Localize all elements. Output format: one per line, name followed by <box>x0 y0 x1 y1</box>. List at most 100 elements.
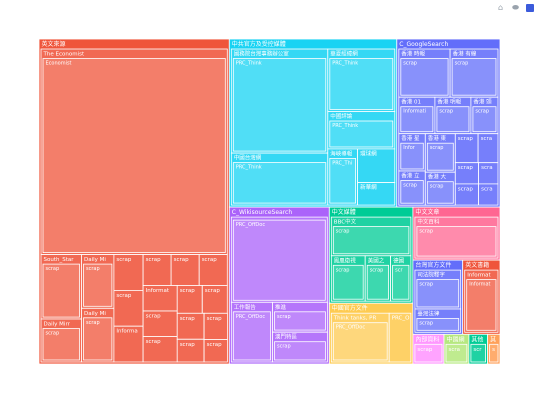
treemap-label-4-3-0: scr <box>395 267 403 273</box>
treemap-label-1-2: 華夏經緯網 <box>330 50 358 58</box>
treemap-label-2-4: 香港 頭 <box>473 98 492 106</box>
treemap-label-6-0-0: scrap <box>419 229 433 235</box>
treemap-tile-4-3-0[interactable] <box>392 264 410 300</box>
treemap-tile-6-0-0[interactable] <box>416 226 497 257</box>
treemap-tile-0-4-0[interactable] <box>83 317 113 361</box>
treemap-label-10: 中國網 <box>447 335 465 343</box>
treemap-tile-11-0[interactable] <box>470 343 486 363</box>
treemap-label-1-5: 環球網 <box>360 149 377 157</box>
treemap-tile-3-3-0[interactable] <box>274 341 326 361</box>
treemap-label-4-1: 鳳凰衛視 <box>334 256 357 264</box>
treemap-tile-5-0-0[interactable] <box>332 322 388 361</box>
treemap-tile-9-0[interactable] <box>414 343 443 363</box>
treemap-label-7-0-0: scrap <box>419 282 433 288</box>
treemap-label-0-15: scrap <box>205 288 221 294</box>
treemap-label-0-0-0: Economist <box>46 61 72 67</box>
treemap-tile-2-8-0[interactable] <box>426 181 454 204</box>
treemap-tile-7-1-0[interactable] <box>416 318 460 331</box>
treemap-label-0-10: scrap <box>202 257 218 263</box>
treemap-label-8-0: Informat <box>467 273 491 279</box>
treemap-tile-4-1-0[interactable] <box>332 264 364 300</box>
treemap-tile-3-1-0[interactable] <box>232 311 271 361</box>
treemap-label-0-3: Daily Mi <box>84 257 106 263</box>
treemap-tile-0-19[interactable] <box>203 339 228 363</box>
treemap-label-0-14: scrap <box>180 288 196 294</box>
treemap-tile-5-1[interactable] <box>388 312 412 363</box>
treemap-label-0-1: South_Star <box>44 257 75 263</box>
treemap-tile-1-5[interactable] <box>357 148 396 183</box>
treemap-label-2-5-0: Infor <box>403 145 415 151</box>
treemap-label-0-0: The Economist <box>43 52 85 58</box>
treemap-tile-0-5[interactable] <box>113 254 144 291</box>
treemap-tile-2-2-0[interactable] <box>400 106 434 133</box>
treemap-tile-2-1-0[interactable] <box>451 58 497 96</box>
treemap-tile-1-6[interactable] <box>357 182 396 206</box>
zoom-icon[interactable]: ⬬ <box>512 3 519 12</box>
treemap-tile-0-13[interactable] <box>142 336 178 363</box>
treemap-label-2-7: 香港 東 <box>428 134 447 142</box>
treemap-tile-7-0-0[interactable] <box>416 279 460 308</box>
plotly-logo-icon[interactable] <box>526 4 534 12</box>
treemap-tile-2-3-0[interactable] <box>436 106 470 133</box>
treemap-tile-1-4-0[interactable] <box>329 157 356 204</box>
treemap-label-4-2: 美國之 <box>368 256 385 264</box>
treemap-label-4-2-0: scrap <box>370 267 384 273</box>
treemap-tile-3-0-0[interactable] <box>232 219 326 301</box>
treemap-label-0-19: scrap <box>207 342 223 348</box>
treemap-label-1-1: 中國台灣網 <box>234 154 262 162</box>
treemap-label-2-12: scrap <box>458 186 474 192</box>
treemap-tile-12-0[interactable] <box>489 343 499 363</box>
treemap-tile-2-4-0[interactable] <box>472 106 497 133</box>
treemap-label-1-0-0: PRC_Think <box>236 61 262 67</box>
treemap-label-4-0: BBC中文 <box>334 218 357 226</box>
treemap-label-1-4-0: PRC_Thi <box>332 160 352 166</box>
treemap-tile-1-1-0[interactable] <box>232 162 327 204</box>
treemap-label-0-18: scrap <box>207 316 223 322</box>
treemap-label-2-1: 香港 有線 <box>453 50 477 58</box>
treemap-tile-0-0-0[interactable] <box>42 58 226 254</box>
treemap-label-7: 台灣官方文件 <box>415 261 451 269</box>
treemap-label-5-0-0: PRC_OffDoc <box>336 325 366 331</box>
treemap-label-0-5: scrap <box>116 257 132 263</box>
treemap-label-12-0: s <box>492 347 495 353</box>
treemap-tile-0-12[interactable] <box>142 310 178 337</box>
treemap-tile-0-8[interactable] <box>142 254 172 287</box>
treemap-tile-8-0-0[interactable] <box>466 279 497 331</box>
treemap-label-3-3-0: scrap <box>277 344 291 350</box>
treemap-label-2-9: scrap <box>458 136 474 142</box>
treemap-label-7-1: 臺灣法律 <box>417 310 440 318</box>
treemap-label-3-1: 工作報告 <box>234 303 257 311</box>
treemap-tile-0-1-0[interactable] <box>42 263 80 318</box>
treemap-label-0-17: scrap <box>180 342 196 348</box>
treemap-tile-1-3-0[interactable] <box>329 120 394 148</box>
treemap-tile-4-2-0[interactable] <box>366 264 390 300</box>
camera-icon[interactable]: ⌂ <box>497 3 504 12</box>
treemap-tile-0-3-0[interactable] <box>83 263 113 307</box>
treemap-tile-2-5-0[interactable] <box>400 142 424 170</box>
treemap-label-3-1-0: PRC_OffDoc <box>236 314 266 320</box>
treemap-label-5-0: Think tanks, PR <box>333 316 377 322</box>
treemap-label-0-2-0: scrap <box>46 331 60 337</box>
treemap-label-4: 中文媒體 <box>332 208 356 216</box>
treemap-label-1-3-0: PRC_Think <box>332 123 358 129</box>
treemap-tile-2-6-0[interactable] <box>400 180 424 204</box>
treemap-tile-1-2-0[interactable] <box>329 58 394 110</box>
treemap-tile-2-0-0[interactable] <box>400 58 449 96</box>
treemap-tile-0-9[interactable] <box>170 254 200 287</box>
treemap-label-0-13: scrap <box>146 339 162 345</box>
treemap-tile-2-7-0[interactable] <box>426 142 454 171</box>
treemap-tile-0-7[interactable] <box>113 325 144 363</box>
treemap-label-6-0: 中文百科 <box>417 218 440 226</box>
treemap-tile-2-14[interactable] <box>478 183 499 206</box>
treemap-tile-3-2-0[interactable] <box>274 311 326 331</box>
treemap-tile-4-0-0[interactable] <box>332 226 410 255</box>
treemap-label-6: 中文文章 <box>415 208 439 216</box>
treemap-tile-0-2-0[interactable] <box>42 328 80 361</box>
treemap-label-0-9: scrap <box>174 257 190 263</box>
treemap-label-0-4: Daily Mi <box>84 311 106 317</box>
treemap-label-0-2: Daily Mirr <box>44 322 71 328</box>
treemap-tile-10-0[interactable] <box>445 343 468 363</box>
treemap-label-8: 英文書籍 <box>465 261 489 269</box>
treemap-label-0: 英文來源 <box>42 40 66 48</box>
treemap-tile-1-0-0[interactable] <box>232 58 327 152</box>
